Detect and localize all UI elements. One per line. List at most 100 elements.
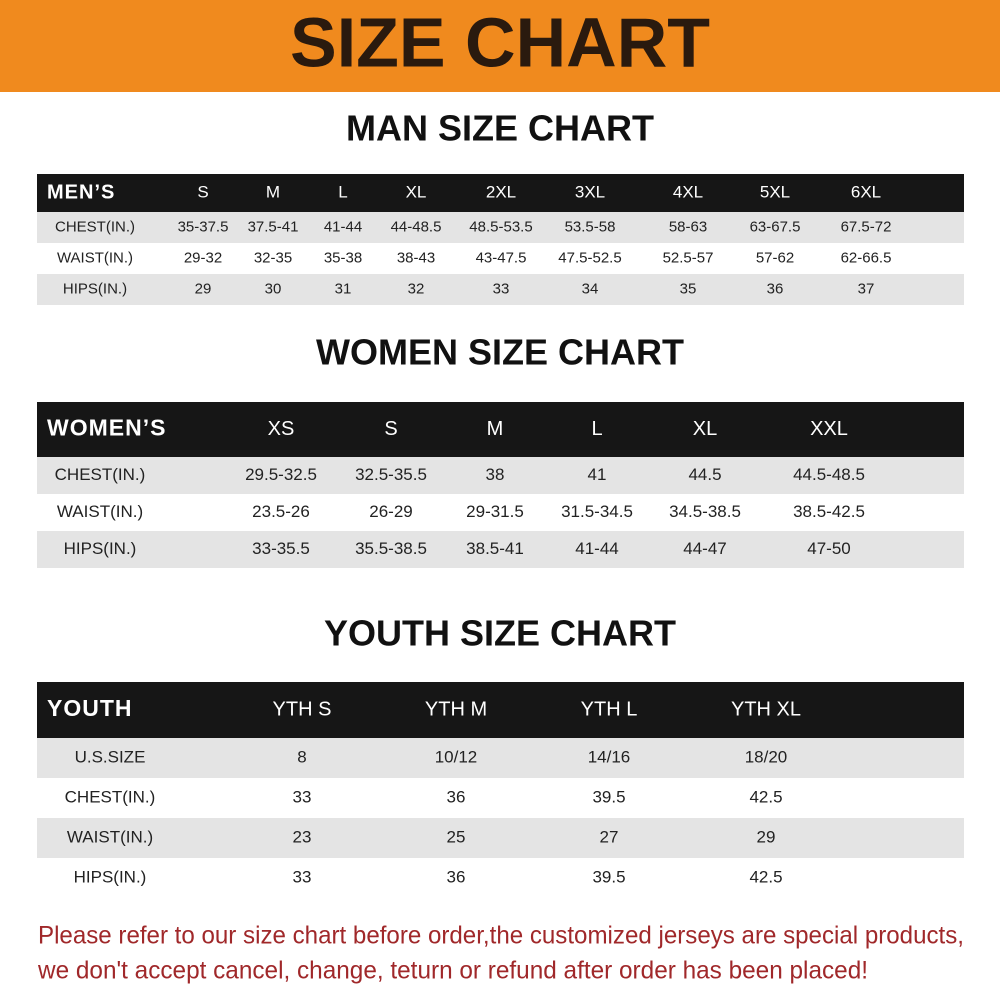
cell: 42.5 xyxy=(749,787,782,806)
cell: 31.5-34.5 xyxy=(561,502,633,521)
size-header: XXL xyxy=(810,418,848,440)
cell: 34.5-38.5 xyxy=(669,502,741,521)
cell: 18/20 xyxy=(745,747,788,766)
header-label: WOMEN’S xyxy=(47,415,166,441)
header-label: MEN’S xyxy=(47,181,115,203)
cell: 39.5 xyxy=(592,787,625,806)
size-header: 3XL xyxy=(575,182,605,201)
size-header: M xyxy=(487,418,504,440)
cell: 63-67.5 xyxy=(750,218,801,235)
cell: 27 xyxy=(600,827,619,846)
cell: 58-63 xyxy=(669,218,707,235)
cell: 14/16 xyxy=(588,747,631,766)
cell: 47.5-52.5 xyxy=(558,249,621,266)
cell: 37.5-41 xyxy=(248,218,299,235)
row-label: WAIST(IN.) xyxy=(57,502,143,521)
row-label: CHEST(IN.) xyxy=(55,218,135,235)
cell: 38.5-42.5 xyxy=(793,502,865,521)
row-shade xyxy=(37,457,964,494)
size-header: XL xyxy=(406,182,427,201)
cell: 36 xyxy=(767,280,784,297)
cell: 33 xyxy=(493,280,510,297)
cell: 41-44 xyxy=(575,539,618,558)
cell: 32-35 xyxy=(254,249,292,266)
cell: 43-47.5 xyxy=(476,249,527,266)
section-title: MAN SIZE CHART xyxy=(346,108,654,149)
row-shade xyxy=(37,274,964,305)
size-header: S xyxy=(197,182,208,201)
size-header: 6XL xyxy=(851,182,881,201)
cell: 44.5 xyxy=(688,465,721,484)
cell: 29.5-32.5 xyxy=(245,465,317,484)
cell: 42.5 xyxy=(749,867,782,886)
size-header: XS xyxy=(268,418,295,440)
cell: 29 xyxy=(195,280,212,297)
size-header: YTH M xyxy=(425,698,487,720)
header-label: YOUTH xyxy=(47,695,133,721)
cell: 29-32 xyxy=(184,249,222,266)
size-header: L xyxy=(591,418,602,440)
cell: 8 xyxy=(297,747,306,766)
header-row xyxy=(37,174,964,212)
header-row xyxy=(37,402,964,457)
page-title: SIZE CHART xyxy=(290,3,710,81)
cell: 47-50 xyxy=(807,539,850,558)
size-header: 2XL xyxy=(486,182,516,201)
row-label: HIPS(IN.) xyxy=(74,867,147,886)
cell: 30 xyxy=(265,280,282,297)
cell: 44-48.5 xyxy=(391,218,442,235)
cell: 31 xyxy=(335,280,352,297)
cell: 29-31.5 xyxy=(466,502,524,521)
cell: 44-47 xyxy=(683,539,726,558)
cell: 41 xyxy=(588,465,607,484)
size-header: 4XL xyxy=(673,182,703,201)
cell: 41-44 xyxy=(324,218,362,235)
cell: 35-38 xyxy=(324,249,362,266)
cell: 34 xyxy=(582,280,599,297)
cell: 23.5-26 xyxy=(252,502,310,521)
row-shade xyxy=(37,818,964,858)
cell: 53.5-58 xyxy=(565,218,616,235)
notice-line: Please refer to our size chart before or… xyxy=(38,922,964,950)
cell: 35 xyxy=(680,280,697,297)
cell: 32.5-35.5 xyxy=(355,465,427,484)
cell: 35.5-38.5 xyxy=(355,539,427,558)
cell: 29 xyxy=(757,827,776,846)
cell: 23 xyxy=(293,827,312,846)
notice-line: we don't accept cancel, change, teturn o… xyxy=(37,957,868,985)
cell: 35-37.5 xyxy=(178,218,229,235)
cell: 33-35.5 xyxy=(252,539,310,558)
cell: 67.5-72 xyxy=(841,218,892,235)
size-header: S xyxy=(384,418,397,440)
row-label: U.S.SIZE xyxy=(75,747,146,766)
cell: 25 xyxy=(447,827,466,846)
row-label: HIPS(IN.) xyxy=(63,280,127,297)
row-shade xyxy=(37,738,964,778)
row-label: WAIST(IN.) xyxy=(57,249,133,266)
header-row xyxy=(37,682,964,738)
size-header: M xyxy=(266,182,280,201)
cell: 38 xyxy=(486,465,505,484)
size-header: L xyxy=(338,182,347,201)
row-label: WAIST(IN.) xyxy=(67,827,153,846)
cell: 26-29 xyxy=(369,502,412,521)
size-header: YTH XL xyxy=(731,698,801,720)
cell: 37 xyxy=(858,280,875,297)
cell: 52.5-57 xyxy=(663,249,714,266)
cell: 38-43 xyxy=(397,249,435,266)
row-label: CHEST(IN.) xyxy=(65,787,156,806)
row-label: CHEST(IN.) xyxy=(55,465,146,484)
cell: 44.5-48.5 xyxy=(793,465,865,484)
cell: 36 xyxy=(447,867,466,886)
section-title: YOUTH SIZE CHART xyxy=(324,613,676,654)
cell: 39.5 xyxy=(592,867,625,886)
title-banner xyxy=(0,0,1000,92)
size-header: 5XL xyxy=(760,182,790,201)
cell: 33 xyxy=(293,787,312,806)
row-label: HIPS(IN.) xyxy=(64,539,137,558)
row-shade xyxy=(37,531,964,568)
section-title: WOMEN SIZE CHART xyxy=(316,332,684,373)
cell: 48.5-53.5 xyxy=(469,218,532,235)
cell: 38.5-41 xyxy=(466,539,524,558)
